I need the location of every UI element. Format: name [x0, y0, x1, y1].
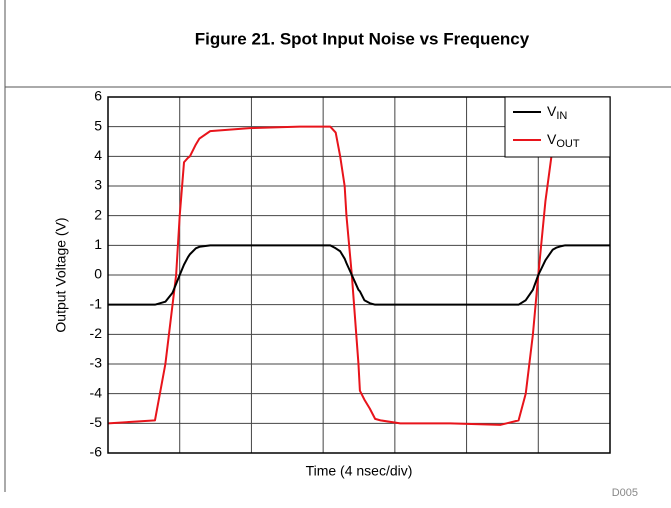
y-tick-label: 1	[94, 236, 102, 252]
y-tick-label: -3	[90, 355, 103, 371]
y-tick-label: -6	[90, 444, 103, 460]
y-tick-label: -4	[90, 384, 103, 400]
y-tick-label: 6	[94, 88, 102, 104]
y-axis-label: Output Voltage (V)	[53, 217, 69, 332]
y-tick-label: 4	[94, 147, 102, 163]
y-tick-label: 5	[94, 117, 102, 133]
y-tick-label: -2	[90, 325, 103, 341]
series-line	[108, 244, 610, 306]
x-axis-label: Time (4 nsec/div)	[306, 463, 413, 479]
y-tick-label: 3	[94, 177, 102, 193]
y-tick-label: 2	[94, 206, 102, 222]
y-tick-label: -1	[90, 295, 103, 311]
legend-box	[504, 96, 611, 158]
figure-id: D005	[612, 487, 638, 499]
plot-border	[107, 96, 611, 454]
legend-label: VIN	[547, 103, 567, 122]
y-tick-label: -5	[90, 414, 103, 430]
y-tick-label: 0	[94, 266, 102, 282]
legend-label: VOUT	[547, 131, 580, 150]
series-line	[108, 125, 610, 426]
chart-title: Figure 21. Spot Input Noise vs Frequency	[195, 29, 530, 48]
